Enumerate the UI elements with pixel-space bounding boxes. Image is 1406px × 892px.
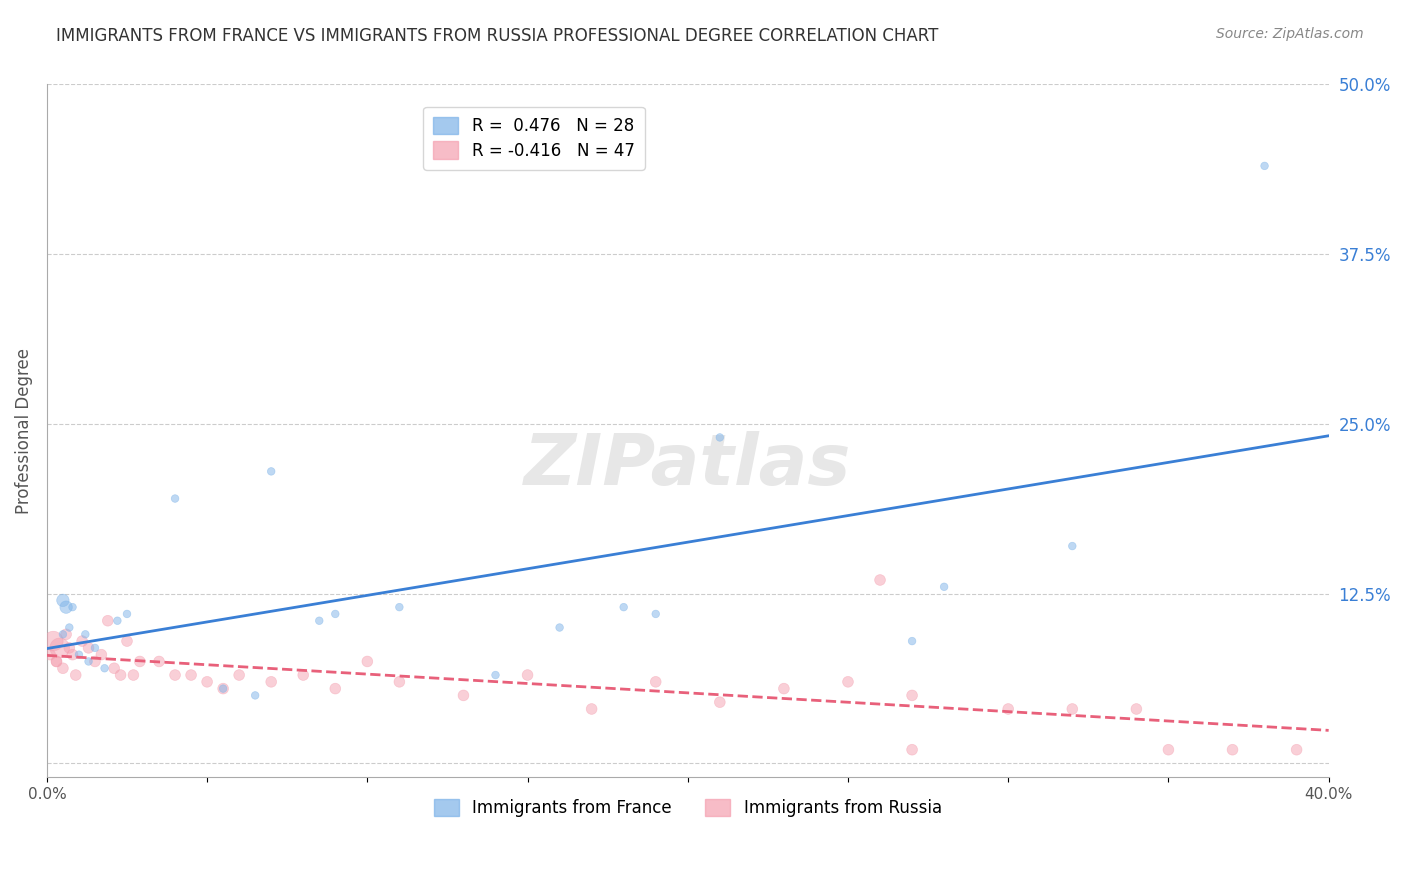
Point: [1222, 742, 1244, 756]
Point: [128, 655, 150, 669]
Point: [84, 640, 107, 655]
Point: [516, 668, 538, 682]
Point: [77, 640, 100, 655]
Point: [52, 593, 75, 607]
Point: [148, 655, 170, 669]
Point: [84, 655, 107, 669]
Point: [901, 689, 924, 703]
Point: [709, 430, 731, 444]
Point: [243, 689, 266, 703]
Text: Source: ZipAtlas.com: Source: ZipAtlas.com: [1216, 27, 1364, 41]
Point: [165, 491, 187, 506]
Point: [484, 668, 506, 682]
Point: [323, 681, 346, 696]
Point: [65, 668, 87, 682]
Point: [70, 634, 93, 648]
Point: [644, 607, 666, 621]
Point: [212, 681, 235, 696]
Point: [42, 634, 65, 648]
Point: [709, 695, 731, 709]
Point: [77, 655, 100, 669]
Point: [62, 600, 84, 615]
Legend: Immigrants from France, Immigrants from Russia: Immigrants from France, Immigrants from …: [427, 792, 948, 824]
Point: [901, 742, 924, 756]
Point: [58, 640, 80, 655]
Point: [869, 573, 891, 587]
Point: [195, 674, 218, 689]
Point: [356, 655, 378, 669]
Point: [388, 674, 411, 689]
Point: [292, 668, 315, 682]
Point: [165, 668, 187, 682]
Point: [122, 668, 145, 682]
Point: [45, 655, 67, 669]
Point: [67, 648, 90, 662]
Point: [115, 607, 138, 621]
Point: [1285, 742, 1308, 756]
Point: [1253, 159, 1275, 173]
Text: ZIPatlas: ZIPatlas: [524, 431, 852, 500]
Point: [932, 580, 955, 594]
Point: [103, 661, 125, 675]
Point: [97, 614, 120, 628]
Point: [58, 620, 80, 634]
Point: [39, 648, 62, 662]
Point: [55, 600, 77, 615]
Point: [997, 702, 1019, 716]
Point: [90, 648, 112, 662]
Point: [901, 634, 924, 648]
Point: [1062, 702, 1084, 716]
Point: [48, 640, 70, 655]
Point: [75, 627, 97, 641]
Y-axis label: Professional Degree: Professional Degree: [15, 348, 32, 514]
Point: [548, 620, 571, 634]
Point: [260, 674, 283, 689]
Point: [115, 634, 138, 648]
Point: [45, 655, 67, 669]
Text: IMMIGRANTS FROM FRANCE VS IMMIGRANTS FROM RUSSIA PROFESSIONAL DEGREE CORRELATION: IMMIGRANTS FROM FRANCE VS IMMIGRANTS FRO…: [56, 27, 939, 45]
Point: [613, 600, 636, 615]
Point: [212, 681, 235, 696]
Point: [228, 668, 250, 682]
Point: [260, 464, 283, 478]
Point: [581, 702, 603, 716]
Point: [93, 661, 115, 675]
Point: [308, 614, 330, 628]
Point: [105, 614, 128, 628]
Point: [1125, 702, 1147, 716]
Point: [55, 627, 77, 641]
Point: [180, 668, 202, 682]
Point: [644, 674, 666, 689]
Point: [837, 674, 859, 689]
Point: [453, 689, 475, 703]
Point: [62, 648, 84, 662]
Point: [1062, 539, 1084, 553]
Point: [52, 661, 75, 675]
Point: [323, 607, 346, 621]
Point: [388, 600, 411, 615]
Point: [773, 681, 796, 696]
Point: [110, 668, 132, 682]
Point: [1157, 742, 1180, 756]
Point: [52, 627, 75, 641]
